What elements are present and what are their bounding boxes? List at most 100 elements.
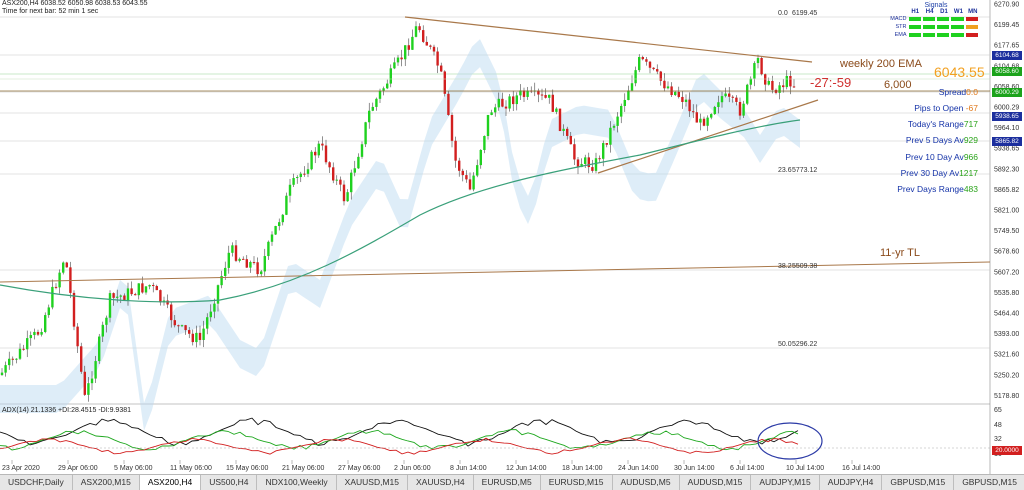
candle-body (414, 26, 418, 37)
candle-body (238, 258, 241, 261)
chart-tab[interactable]: AUDUSD,M15 (680, 475, 752, 490)
candle-body (551, 94, 554, 112)
candle-body (432, 46, 436, 52)
chart-tab[interactable]: US500,H4 (201, 475, 258, 490)
candle-body (137, 283, 140, 296)
time-axis-label: 24 Jun 14:00 (618, 465, 659, 472)
candle-body (778, 85, 781, 93)
candle-body (735, 97, 738, 102)
candle-body (8, 358, 11, 366)
pips-readout: Pips to Open -67 (914, 103, 978, 113)
candle-body (411, 36, 414, 50)
candle-body (260, 271, 263, 275)
candle-body (674, 91, 677, 96)
candle-body (594, 158, 598, 171)
fib-level-label: 50.0 (778, 341, 792, 348)
adx-label: ADX(14) 21.1336 +DI:28.4515 -DI:9.9381 (2, 407, 132, 414)
adx-indicator-lines (0, 417, 990, 460)
candle-body (580, 163, 583, 168)
candle-body (472, 175, 475, 190)
candle-body (216, 285, 220, 304)
candlesticks (0, 21, 796, 402)
chart-tab[interactable]: AUDUSD,M5 (613, 475, 680, 490)
candle-body (249, 262, 252, 268)
candle-body (378, 90, 382, 99)
chart-tab[interactable]: USDCHF,Daily (0, 475, 73, 490)
candle-body (458, 160, 461, 171)
prev5-readout: Prev 5 Days Av929 (906, 135, 978, 145)
today-range-readout: Today's Range717 (908, 119, 978, 129)
signal-row-str: STR (880, 23, 980, 31)
candle-body (335, 179, 338, 181)
candle-body (400, 57, 403, 60)
candle-body (746, 84, 749, 104)
signal-indicator (951, 33, 964, 37)
current-price-label: 6043.55 (934, 64, 985, 80)
eleven-year-trendline-label: 11-yr TL (880, 247, 920, 259)
price-axis-labels: 6270.906199.456177.656104.686058.606000.… (994, 2, 1019, 459)
chart-tabs: USDCHF,Daily ASX200,M15 ASX200,H4 US500,H4 N… (0, 474, 1024, 490)
candle-body (404, 45, 407, 60)
candle-body (782, 85, 785, 88)
candle-body (278, 222, 281, 227)
fib-price-label: 5296.22 (792, 341, 817, 348)
candle-body (548, 94, 551, 98)
fib-level-label: 0.0 (778, 10, 788, 17)
highlight-circle (757, 422, 823, 460)
candle-body (688, 99, 691, 112)
candle-body (645, 59, 648, 62)
candle-body (558, 108, 562, 131)
candle-body (382, 88, 385, 91)
candle-body (702, 118, 706, 126)
candle-body (720, 96, 724, 103)
chart-tab[interactable]: EURUSD,M5 (474, 475, 541, 490)
adx-level-tag: 20.0000 (992, 446, 1022, 455)
chart-tab[interactable]: EURUSD,M15 (541, 475, 613, 490)
candle-body (252, 262, 256, 264)
signals-panel: Signals H1 H4 D1 W1 MN MACD STR EMA (880, 2, 980, 39)
candle-body (324, 145, 328, 163)
prev-days-readout: Prev Days Range483 (897, 184, 978, 194)
candle-body (191, 333, 194, 343)
prev-days-value: 483 (963, 184, 978, 194)
signal-indicator (965, 17, 978, 21)
chart-tab[interactable]: AUDJPY,H4 (820, 475, 883, 490)
chart-tab[interactable]: XAUUSD,M15 (337, 475, 408, 490)
candle-body (40, 331, 43, 335)
cloud-band (0, 39, 800, 431)
signals-columns: H1 H4 D1 W1 MN (908, 9, 980, 15)
candle-body (4, 365, 7, 373)
adx-axis-label: 32 (994, 436, 1002, 443)
candle-body (234, 245, 238, 261)
candle-body (152, 284, 155, 287)
signal-indicator (937, 33, 950, 37)
candle-body (263, 256, 266, 272)
chart-tab[interactable]: GBPUSD,M15 (954, 475, 1024, 490)
chart-tab[interactable]: ASX200,H4 (139, 475, 202, 490)
candle-body (65, 262, 68, 268)
signals-title: Signals (924, 2, 948, 9)
candle-body (80, 346, 83, 372)
candle-body (368, 110, 371, 123)
candle-body (396, 57, 400, 63)
candle-body (173, 320, 176, 326)
candle-body (231, 245, 234, 253)
candle-body (386, 83, 389, 89)
candle-body (245, 259, 248, 268)
prev30-label: Prev 30 Day Av (900, 168, 960, 178)
candle-body (627, 90, 630, 100)
candle-body (227, 252, 230, 268)
chart-tab[interactable]: ASX200,M15 (73, 475, 140, 490)
candle-body (148, 284, 151, 287)
chart-tab[interactable]: NDX100,Weekly (257, 475, 337, 490)
candle-body (11, 358, 14, 360)
chart-tab[interactable]: AUDJPY,M15 (751, 475, 820, 490)
chart-tab[interactable]: XAUUSD,H4 (408, 475, 474, 490)
candle-body (724, 93, 727, 97)
chart-tab[interactable]: GBPUSD,M15 (882, 475, 955, 490)
candle-body (684, 99, 688, 102)
candle-body (602, 143, 605, 159)
candle-body (785, 75, 788, 88)
candle-body (198, 332, 202, 340)
